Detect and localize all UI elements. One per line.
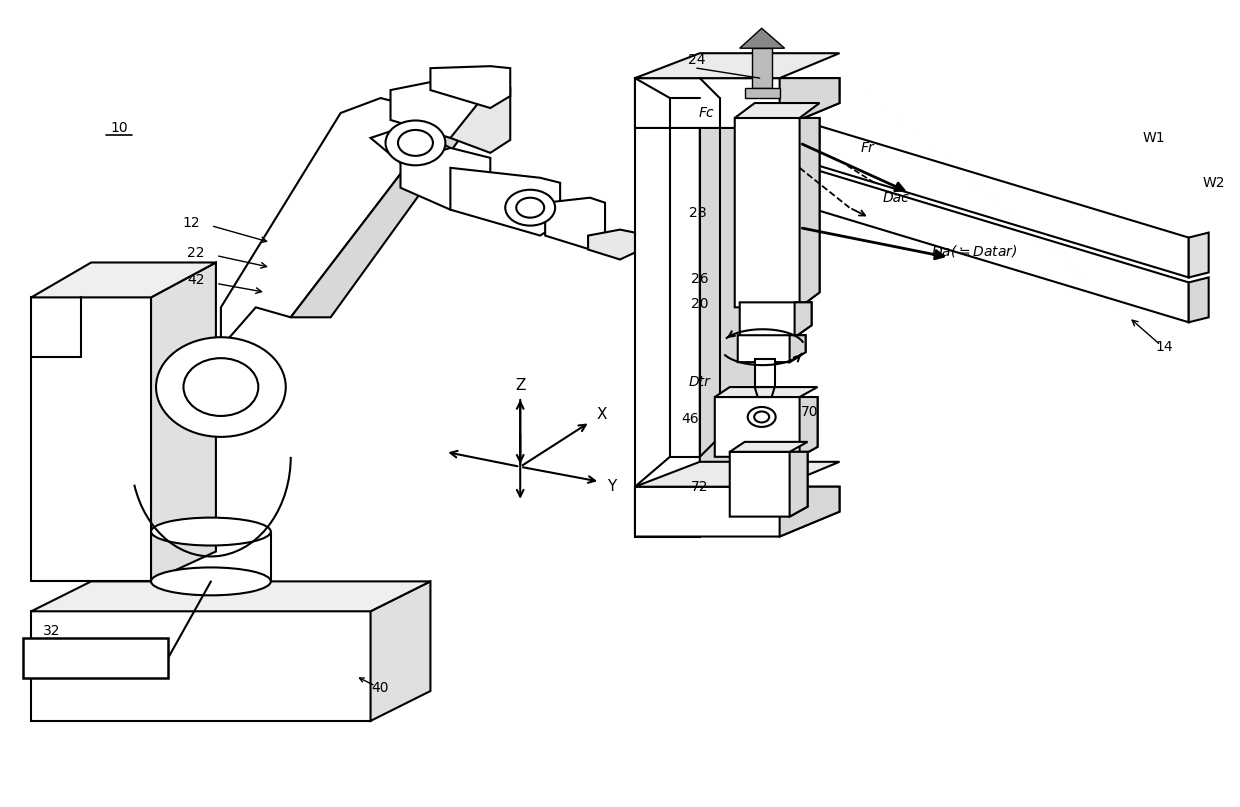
- Polygon shape: [635, 53, 839, 78]
- Polygon shape: [714, 397, 817, 457]
- Polygon shape: [760, 153, 1189, 322]
- Text: 70: 70: [801, 405, 818, 419]
- Ellipse shape: [398, 130, 433, 156]
- Polygon shape: [740, 28, 785, 48]
- Polygon shape: [31, 581, 430, 611]
- Polygon shape: [635, 487, 839, 537]
- Text: 72: 72: [691, 479, 708, 494]
- Polygon shape: [31, 262, 216, 297]
- Polygon shape: [371, 581, 430, 721]
- Polygon shape: [755, 359, 775, 387]
- Ellipse shape: [754, 412, 769, 422]
- Polygon shape: [151, 262, 216, 581]
- Polygon shape: [790, 452, 807, 516]
- Ellipse shape: [151, 567, 270, 596]
- Polygon shape: [635, 462, 839, 487]
- Polygon shape: [1189, 232, 1209, 278]
- Text: Y: Y: [608, 479, 616, 494]
- Polygon shape: [780, 487, 839, 537]
- Ellipse shape: [184, 358, 258, 416]
- Text: 10: 10: [110, 121, 128, 135]
- Text: 22: 22: [187, 245, 205, 260]
- Polygon shape: [800, 118, 820, 307]
- Text: 24: 24: [688, 53, 706, 67]
- Polygon shape: [714, 387, 817, 397]
- Text: 42: 42: [187, 274, 205, 287]
- Polygon shape: [790, 335, 806, 362]
- Ellipse shape: [505, 190, 556, 226]
- Ellipse shape: [516, 198, 544, 218]
- Polygon shape: [735, 118, 820, 307]
- Polygon shape: [450, 88, 510, 153]
- Text: X: X: [596, 408, 608, 422]
- Text: 28: 28: [689, 206, 707, 220]
- Polygon shape: [221, 98, 420, 347]
- Text: Z: Z: [515, 378, 526, 392]
- Ellipse shape: [151, 517, 270, 546]
- Text: CONTROLLER: CONTROLLER: [55, 653, 138, 663]
- Text: 46: 46: [681, 412, 698, 426]
- Text: 40: 40: [372, 681, 389, 695]
- Text: 20: 20: [691, 297, 708, 312]
- Polygon shape: [635, 78, 699, 537]
- Polygon shape: [760, 108, 1189, 278]
- Polygon shape: [800, 397, 817, 457]
- Polygon shape: [401, 143, 450, 182]
- Polygon shape: [31, 611, 371, 721]
- Polygon shape: [31, 297, 151, 581]
- Polygon shape: [391, 78, 490, 138]
- Text: 32: 32: [42, 624, 60, 638]
- Text: 26: 26: [691, 273, 708, 286]
- Polygon shape: [735, 103, 820, 118]
- Text: Fr: Fr: [861, 141, 874, 155]
- Ellipse shape: [156, 337, 285, 437]
- Polygon shape: [730, 442, 807, 452]
- Text: Dtr: Dtr: [689, 375, 711, 389]
- Text: Dac: Dac: [883, 190, 910, 205]
- Text: W2: W2: [1203, 176, 1225, 190]
- Polygon shape: [635, 78, 839, 128]
- Text: Da($\fallingdotseq$Datar): Da($\fallingdotseq$Datar): [931, 243, 1018, 258]
- Polygon shape: [588, 230, 635, 260]
- Polygon shape: [401, 148, 490, 210]
- Ellipse shape: [386, 120, 445, 165]
- Text: Fc: Fc: [699, 106, 714, 120]
- Polygon shape: [371, 128, 440, 163]
- Polygon shape: [740, 303, 811, 337]
- Polygon shape: [699, 53, 760, 537]
- Polygon shape: [546, 198, 605, 249]
- Polygon shape: [751, 48, 771, 88]
- Polygon shape: [745, 88, 780, 98]
- Text: W1: W1: [1142, 131, 1166, 145]
- Text: 12: 12: [182, 215, 200, 230]
- Polygon shape: [780, 78, 839, 128]
- Text: 14: 14: [1154, 341, 1173, 354]
- Polygon shape: [795, 303, 811, 337]
- Polygon shape: [730, 452, 807, 516]
- Polygon shape: [450, 168, 560, 236]
- FancyBboxPatch shape: [24, 638, 167, 678]
- Polygon shape: [1189, 278, 1209, 322]
- Polygon shape: [430, 66, 510, 108]
- Ellipse shape: [748, 407, 776, 427]
- Polygon shape: [290, 98, 460, 317]
- Polygon shape: [738, 335, 806, 362]
